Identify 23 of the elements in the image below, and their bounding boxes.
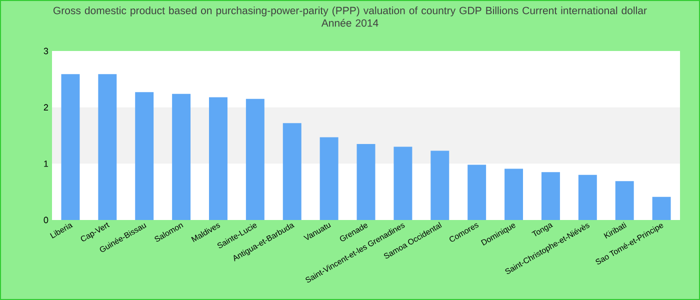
y-tick-label: 3 (44, 48, 48, 54)
bar (246, 98, 264, 220)
bar (615, 181, 634, 220)
bar (320, 137, 338, 220)
bar (135, 92, 154, 220)
bar (504, 168, 524, 220)
bar (356, 144, 376, 220)
bar (282, 123, 302, 220)
bar (652, 196, 671, 220)
y-tick-label: 0 (44, 216, 48, 224)
bar (394, 146, 412, 220)
bar (172, 94, 191, 220)
bar (430, 150, 450, 220)
y-tick-label: 1 (44, 160, 48, 167)
bar (578, 174, 597, 220)
bar (61, 74, 80, 220)
chart-title: Gross domestic product based on purchasing-power-parity (PPP) valuation of country GDP Billions Current international dollar (53, 6, 647, 16)
y-tick-label: 2 (44, 104, 48, 110)
bar (209, 97, 228, 220)
chart-subtitle: Année 2014 (321, 18, 378, 27)
bar (98, 74, 117, 220)
bar (541, 172, 560, 220)
bar (468, 164, 486, 220)
